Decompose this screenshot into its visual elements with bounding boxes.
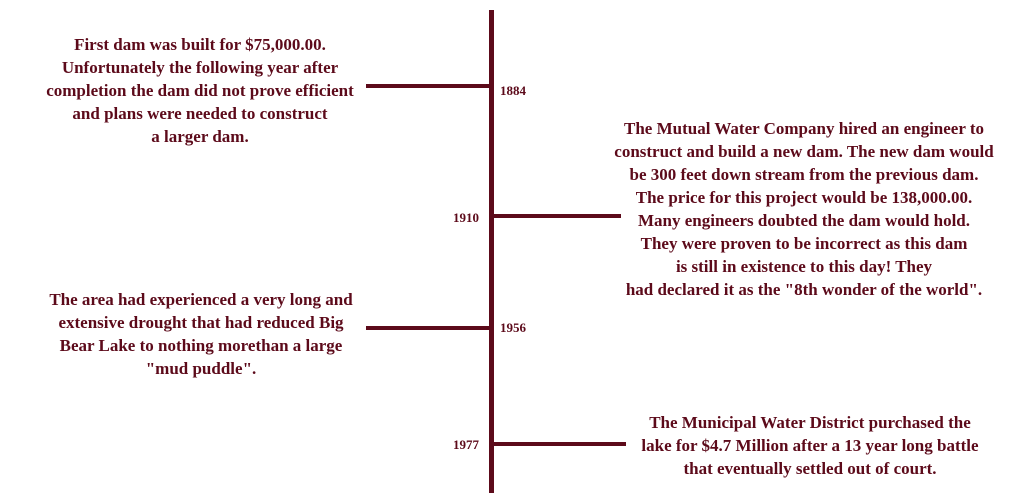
year-label-1910: 1910 [453,210,479,225]
event-text-1884: First dam was built for $75,000.00. Unfo… [46,35,354,146]
timeline-axis [489,10,494,493]
year-label-1977: 1977 [453,437,479,452]
event-text-1910: The Mutual Water Company hired an engine… [614,119,994,299]
event-text-1956: The area had experienced a very long and… [49,290,353,378]
year-label-1956: 1956 [500,320,526,335]
year-label-1884: 1884 [500,83,526,98]
connector-1977 [491,442,626,446]
connector-1910 [491,214,621,218]
event-text-1977: The Municipal Water District purchased t… [641,413,979,478]
connector-1884 [366,84,491,88]
connector-1956 [366,326,491,330]
